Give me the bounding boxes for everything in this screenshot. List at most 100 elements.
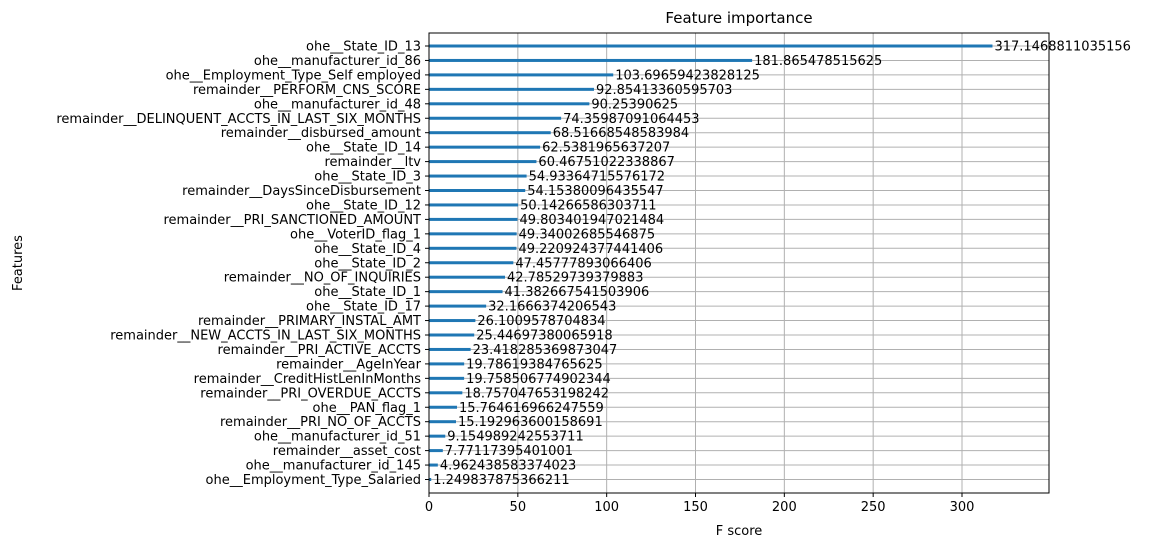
value-labels-layer: 317.1468811035156 181.865478515625103.696… (433, 40, 1131, 489)
bar (429, 116, 562, 120)
bar (429, 174, 527, 178)
value-label: 7.77117395401001 (445, 444, 573, 459)
bar (429, 463, 438, 467)
x-ticks-layer: 0 50 100 150 200 250 300 (425, 493, 975, 515)
bar (429, 391, 463, 395)
x-tick-label: 100 (594, 500, 619, 515)
x-axis-label: F score (716, 524, 763, 539)
y-tick-label: ohe__State_ID_13 (306, 40, 421, 55)
x-tick-label: 0 (425, 500, 433, 515)
bar (429, 261, 514, 265)
x-tick-label: 150 (683, 500, 708, 515)
y-tick-label: ohe__State_ID_14 (306, 141, 421, 156)
bar (429, 376, 465, 380)
value-label: 19.758506774902344 (466, 372, 611, 387)
bar (429, 405, 458, 409)
value-label: 19.78619384765625 (466, 357, 602, 372)
value-label: 68.51668548583984 (553, 126, 689, 141)
bar (429, 333, 475, 337)
bar (429, 217, 518, 221)
value-label: 49.220924377441406 (518, 242, 663, 257)
value-label: 62.5381965637207 (542, 141, 670, 156)
x-tick-label: 250 (861, 500, 886, 515)
y-tick-label: ohe__VoterID_flag_1 (290, 227, 421, 242)
bar (429, 362, 465, 366)
value-label: 317.1468811035156 (994, 40, 1130, 55)
y-ticks-layer: ohe__State_ID_13ohe__manufacturer_id_86o… (56, 40, 429, 488)
x-tick-label: 50 (510, 500, 527, 515)
y-tick-label: remainder__asset_cost (273, 444, 421, 459)
bar (429, 160, 537, 164)
value-label: 23.418285369873047 (473, 343, 618, 358)
value-label: 9.154989242553711 (447, 430, 583, 445)
bar (429, 478, 432, 481)
value-label: 26.1009578704834 (477, 314, 605, 329)
y-tick-label: ohe__State_ID_4 (314, 242, 421, 257)
y-tick-label: remainder__NO_OF_INQUIRIES (224, 271, 421, 286)
y-tick-label: ohe__manufacturer_id_145 (246, 459, 421, 474)
value-label: 18.757047653198242 (464, 386, 609, 401)
y-tick-label: remainder__PRI_ACTIVE_ACCTS (218, 343, 421, 358)
value-label: 60.46751022338867 (538, 155, 674, 170)
y-tick-label: remainder__PRI_SANCTIONED_AMOUNT (163, 213, 421, 228)
y-tick-label: remainder__PRI_OVERDUE_ACCTS (200, 386, 421, 401)
y-tick-label: remainder__NEW_ACCTS_IN_LAST_SIX_MONTHS (110, 329, 421, 344)
bar (429, 246, 517, 250)
value-label: 42.78529739379883 (507, 271, 643, 286)
bar (429, 449, 443, 453)
y-tick-label: ohe__State_ID_2 (314, 256, 421, 271)
value-label: 103.69659423828125 (615, 68, 760, 83)
y-tick-label: ohe__manufacturer_id_51 (254, 430, 421, 445)
chart-title: Feature importance (665, 9, 812, 27)
bar (429, 420, 456, 424)
y-tick-label: remainder__DaysSinceDisbursement (182, 184, 421, 199)
value-label: 49.803401947021484 (519, 213, 664, 228)
value-label: 90.25390625 (591, 97, 678, 112)
y-tick-label: ohe__State_ID_3 (314, 170, 421, 185)
y-tick-label: ohe__manufacturer_id_86 (254, 54, 421, 69)
bar (429, 131, 551, 135)
value-label: 181.865478515625 (754, 54, 882, 69)
bar (429, 319, 476, 323)
value-label: 47.45777893066406 (515, 256, 651, 271)
y-tick-label: remainder__CreditHistLenInMonths (194, 372, 422, 387)
y-tick-label: ohe__Employment_Type_Self employed (166, 68, 421, 83)
bar (429, 203, 519, 207)
bar (429, 434, 446, 438)
value-label: 49.34002685546875 (519, 227, 655, 242)
value-label: 54.93364715576172 (529, 170, 665, 185)
value-label: 1.249837875366211 (433, 473, 569, 488)
y-tick-label: remainder__ltv (324, 155, 421, 170)
value-label: 15.192963600158691 (458, 415, 603, 430)
y-tick-label: ohe__State_ID_12 (306, 198, 421, 213)
bar (429, 87, 594, 91)
bar (429, 145, 541, 149)
bars-layer (429, 44, 993, 481)
x-tick-label: 200 (772, 500, 797, 515)
value-label: 4.962438583374023 (440, 459, 576, 474)
bar (429, 44, 993, 48)
bar (429, 58, 753, 62)
bar (429, 189, 526, 192)
bar (429, 232, 517, 236)
value-label: 74.35987091064453 (563, 112, 699, 127)
y-axis-label: Features (11, 235, 26, 291)
y-tick-label: remainder__AgeInYear (276, 357, 422, 372)
x-tick-label: 300 (950, 500, 975, 515)
y-tick-label: remainder__PRIMARY_INSTAL_AMT (198, 314, 421, 329)
y-tick-label: ohe__manufacturer_id_48 (254, 97, 421, 112)
bar (429, 347, 471, 351)
value-label: 41.382667541503906 (505, 285, 650, 300)
value-label: 32.1666374206543 (488, 300, 616, 315)
y-tick-label: remainder__disbursed_amount (221, 126, 421, 141)
y-tick-label: remainder__PERFORM_CNS_SCORE (193, 83, 421, 98)
bar (429, 304, 487, 308)
value-label: 92.85413360595703 (596, 83, 732, 98)
bar (429, 275, 506, 279)
y-tick-label: ohe__Employment_Type_Salaried (206, 473, 421, 488)
y-tick-label: remainder__PRI_NO_OF_ACCTS (220, 415, 421, 430)
bar (429, 102, 590, 106)
bar (429, 290, 503, 294)
